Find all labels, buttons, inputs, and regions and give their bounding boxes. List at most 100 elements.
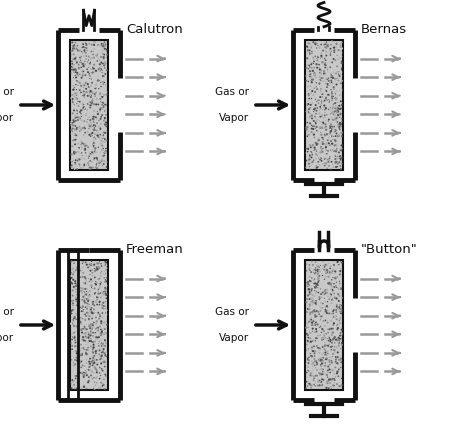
Point [331, 64, 339, 72]
Point [93, 294, 100, 301]
Point [308, 122, 315, 129]
Point [96, 375, 103, 382]
Point [318, 52, 325, 59]
Point [312, 297, 320, 304]
Point [90, 41, 98, 48]
Point [308, 321, 316, 329]
Point [91, 268, 99, 275]
Point [337, 326, 345, 333]
Point [79, 46, 86, 53]
Point [333, 350, 341, 357]
Point [315, 264, 323, 271]
Point [303, 347, 310, 354]
Point [72, 115, 79, 122]
Point [308, 286, 315, 293]
Point [314, 138, 321, 145]
Point [69, 95, 76, 102]
Point [321, 86, 329, 93]
Point [310, 99, 318, 106]
Point [307, 143, 315, 151]
Point [82, 135, 89, 142]
Point [84, 160, 92, 167]
Point [313, 140, 320, 147]
Point [95, 162, 102, 169]
Point [76, 108, 84, 115]
Point [67, 339, 75, 346]
Point [82, 89, 89, 97]
Point [72, 283, 80, 290]
Point [311, 275, 319, 283]
Point [308, 294, 316, 301]
Point [337, 142, 345, 149]
Point [308, 61, 315, 68]
Point [334, 258, 341, 266]
Point [92, 264, 100, 271]
Point [75, 372, 82, 380]
Point [308, 159, 315, 166]
Point [100, 291, 107, 298]
Point [322, 104, 330, 111]
Point [91, 302, 98, 309]
Point [95, 117, 103, 124]
Point [87, 287, 94, 295]
Point [101, 106, 109, 114]
Point [99, 60, 107, 67]
Point [81, 295, 89, 302]
Point [89, 354, 96, 361]
Point [334, 305, 341, 312]
Point [91, 274, 99, 281]
Point [311, 144, 319, 151]
Point [331, 85, 338, 93]
Point [93, 369, 100, 376]
Point [323, 84, 331, 91]
Point [303, 55, 311, 62]
Point [322, 273, 329, 280]
Point [103, 48, 110, 55]
Point [336, 280, 344, 287]
Point [87, 66, 94, 73]
Point [327, 121, 335, 128]
Point [90, 65, 97, 72]
Point [320, 48, 328, 55]
Point [324, 82, 331, 89]
Point [98, 67, 106, 74]
Point [314, 382, 321, 389]
Point [75, 71, 83, 78]
Point [328, 38, 336, 45]
Point [337, 162, 344, 169]
Point [96, 131, 104, 138]
Point [329, 101, 337, 108]
Point [73, 60, 80, 67]
Point [318, 67, 325, 74]
Point [307, 101, 315, 109]
Point [328, 108, 336, 115]
Point [76, 79, 83, 86]
Point [97, 53, 105, 60]
Point [327, 326, 335, 333]
Point [69, 376, 76, 384]
Point [101, 352, 109, 359]
Point [306, 141, 313, 148]
Point [333, 147, 340, 154]
Point [83, 118, 91, 126]
Point [321, 106, 328, 114]
Point [75, 42, 83, 50]
Point [100, 104, 107, 111]
Point [331, 274, 339, 282]
Point [69, 270, 77, 277]
Point [82, 55, 90, 63]
Point [302, 77, 310, 84]
Point [78, 289, 86, 296]
Point [333, 301, 341, 308]
Point [333, 68, 341, 76]
Point [97, 280, 104, 287]
Point [69, 119, 76, 127]
Point [310, 318, 317, 325]
Point [88, 96, 96, 103]
Point [311, 358, 319, 365]
Point [306, 329, 314, 336]
Point [322, 270, 330, 277]
Point [78, 357, 86, 364]
Point [317, 85, 325, 93]
Point [317, 105, 325, 112]
